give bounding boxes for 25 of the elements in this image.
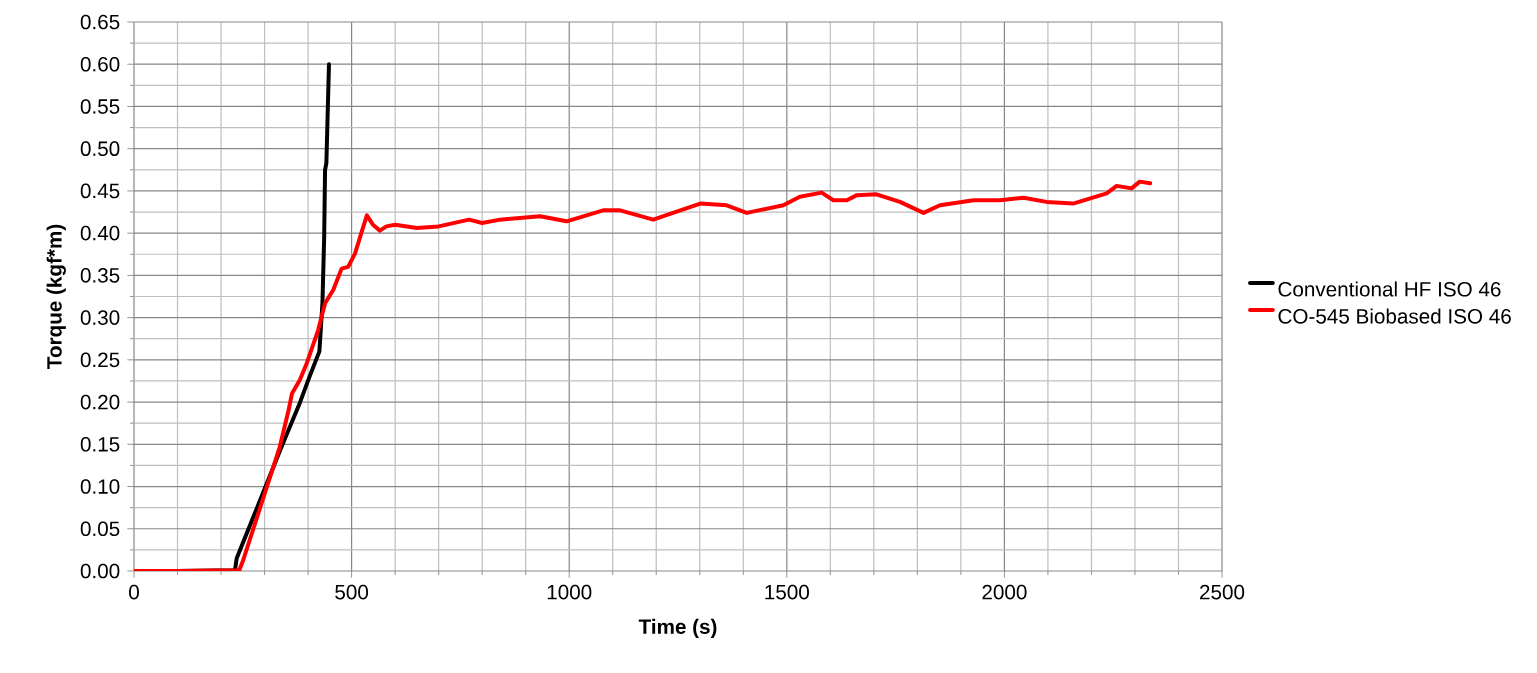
y-tick-label: 0.55 — [80, 99, 120, 114]
x-axis-title: Time (s) — [638, 618, 717, 639]
y-tick-label: 0.20 — [80, 394, 120, 410]
line-series — [134, 179, 1153, 571]
legend-label: Conventional HF ISO 46 — [1278, 281, 1501, 297]
y-tick-label: 0.30 — [80, 310, 120, 325]
y-tick-label: 0.05 — [80, 521, 120, 537]
y-tick-label: 0.40 — [80, 225, 120, 241]
x-tick-label: 2500 — [1200, 584, 1245, 600]
y-tick-label: 0.50 — [80, 141, 120, 157]
y-tick-label: 0.65 — [80, 14, 120, 30]
y-tick-label: 0.00 — [80, 563, 120, 579]
y-tick-label: 0.15 — [80, 436, 120, 452]
y-tick-label: 0.10 — [80, 479, 120, 494]
y-tick-label: 0.35 — [80, 268, 120, 283]
legend-label: CO-545 Biobased ISO 46 — [1278, 308, 1511, 324]
y-axis-title: Torque (kgf*m) — [46, 224, 66, 369]
x-tick-label: 1500 — [765, 584, 809, 600]
y-tick-label: 0.45 — [80, 183, 120, 199]
x-tick-label: 2000 — [982, 584, 1027, 600]
x-tick-label: 1000 — [547, 584, 592, 600]
y-tick-label: 0.25 — [80, 352, 120, 368]
y-tick-label: 0.60 — [80, 56, 120, 72]
x-tick-label: 0 — [129, 584, 139, 600]
x-tick-label: 500 — [335, 584, 369, 600]
